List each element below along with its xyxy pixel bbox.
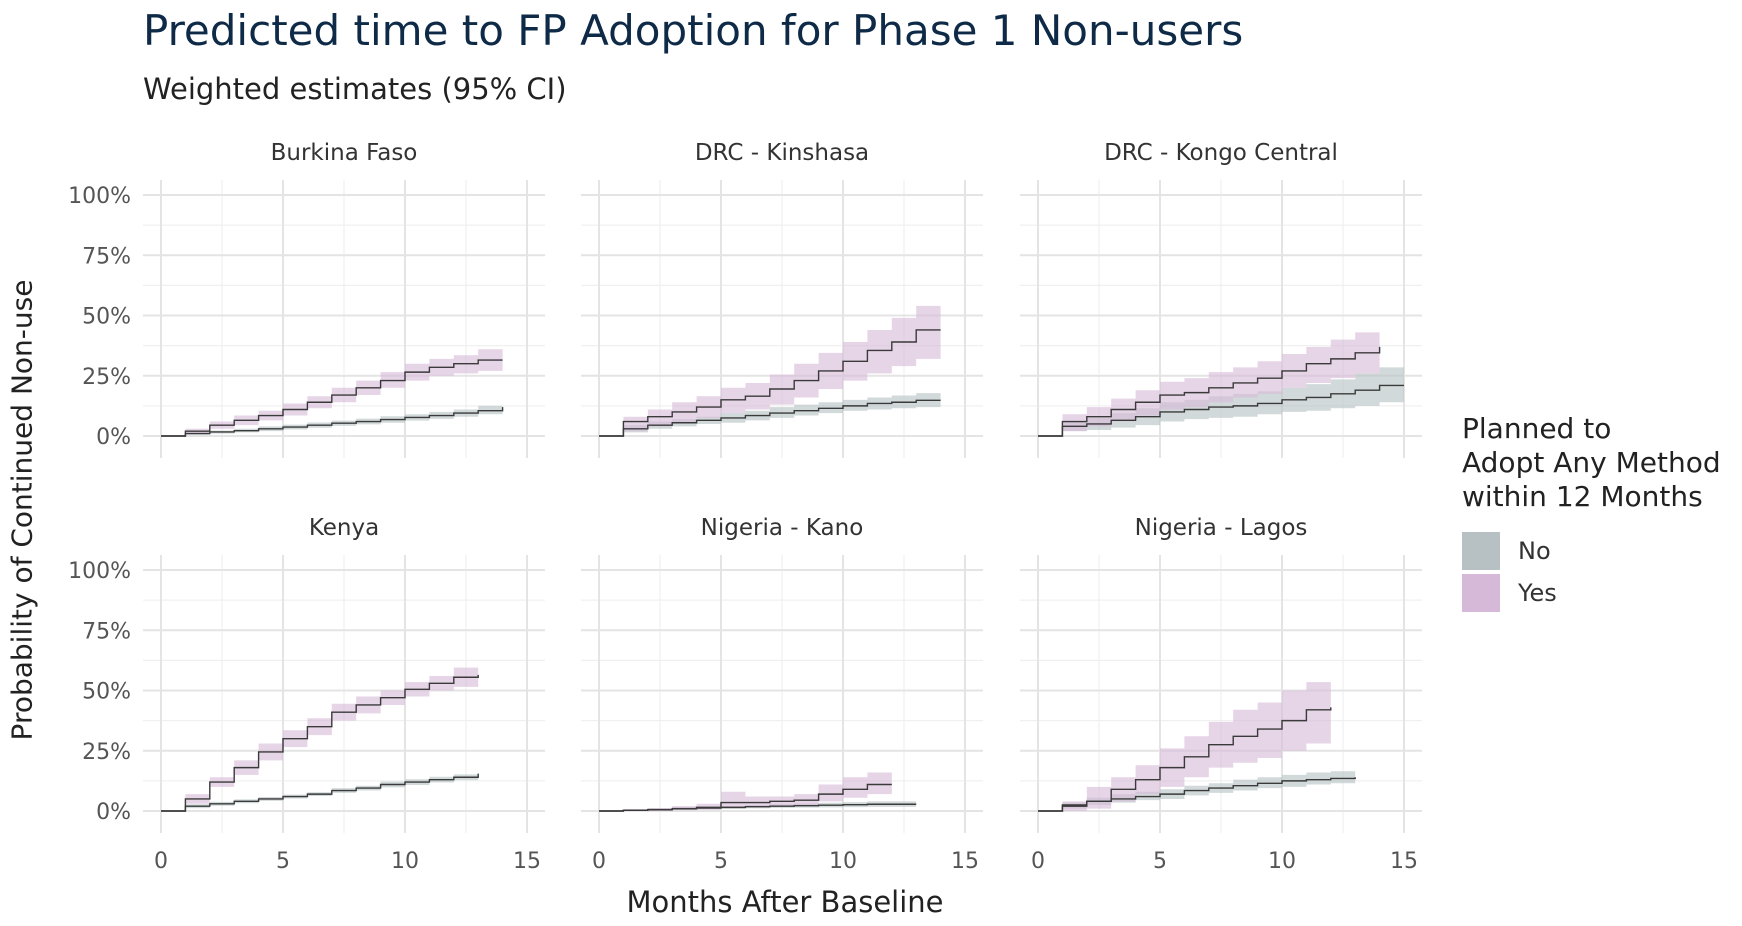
x-tick-label: 10 xyxy=(829,849,857,874)
ci-ribbon-yes xyxy=(161,349,503,436)
panel-title: DRC - Kinshasa xyxy=(694,140,870,166)
x-tick-label: 0 xyxy=(1031,849,1045,874)
y-tick-label: 50% xyxy=(82,305,131,330)
y-tick-label: 75% xyxy=(82,244,131,269)
ci-ribbon-no xyxy=(161,405,503,436)
panel-title: Burkina Faso xyxy=(270,140,418,166)
y-tick-label: 100% xyxy=(68,184,131,209)
ci-ribbon-yes xyxy=(161,667,479,811)
step-line-yes xyxy=(1038,346,1381,437)
legend-label-no: No xyxy=(1518,537,1551,565)
x-tick-label: 0 xyxy=(154,849,168,874)
y-tick-label: 25% xyxy=(82,740,131,765)
ci-ribbon-yes xyxy=(599,305,941,436)
step-line-no xyxy=(599,399,941,437)
step-line-yes xyxy=(599,329,941,437)
panel-title: Nigeria - Lagos xyxy=(1134,515,1308,541)
panel-title: Nigeria - Kano xyxy=(700,515,864,541)
legend-key-no xyxy=(1462,532,1500,570)
step-line-no xyxy=(161,407,504,437)
step-line-yes xyxy=(161,359,503,437)
legend-key-yes xyxy=(1462,574,1500,612)
step-line-yes xyxy=(1038,707,1332,812)
step-line-no xyxy=(161,773,479,812)
step-line-yes xyxy=(161,674,479,812)
legend-title-line: within 12 Months xyxy=(1462,480,1703,513)
legend-title-line: Planned to xyxy=(1462,412,1612,445)
x-tick-label: 5 xyxy=(1153,849,1167,874)
x-tick-label: 15 xyxy=(951,849,979,874)
x-tick-label: 10 xyxy=(391,849,419,874)
panel-title: Kenya xyxy=(308,515,380,541)
x-tick-label: 15 xyxy=(1390,849,1418,874)
y-tick-label: 25% xyxy=(82,365,131,390)
panel-title: DRC - Kongo Central xyxy=(1104,140,1338,166)
y-tick-label: 0% xyxy=(96,425,131,450)
x-axis-label: Months After Baseline xyxy=(626,885,944,919)
step-line-yes xyxy=(599,783,892,812)
x-tick-label: 0 xyxy=(592,849,606,874)
ci-ribbon-yes xyxy=(1038,682,1331,811)
y-tick-label: 100% xyxy=(68,559,131,584)
legend-title: Planned to Adopt Any Method within 12 Mo… xyxy=(1462,412,1721,514)
chart-title: Predicted time to FP Adoption for Phase … xyxy=(143,6,1244,55)
y-axis-label: Probability of Continued Non-use xyxy=(5,279,39,741)
x-tick-label: 15 xyxy=(513,849,541,874)
x-tick-label: 5 xyxy=(276,849,290,874)
y-tick-label: 50% xyxy=(82,680,131,705)
x-tick-label: 10 xyxy=(1268,849,1296,874)
ci-ribbon-yes xyxy=(599,772,892,811)
step-line-no xyxy=(1038,384,1404,437)
legend-label-yes: Yes xyxy=(1518,579,1557,607)
y-tick-label: 0% xyxy=(96,800,131,825)
chart-subtitle: Weighted estimates (95% CI) xyxy=(143,72,567,106)
y-tick-label: 75% xyxy=(82,619,131,644)
legend-title-line: Adopt Any Method xyxy=(1462,446,1721,479)
x-tick-label: 5 xyxy=(714,849,728,874)
